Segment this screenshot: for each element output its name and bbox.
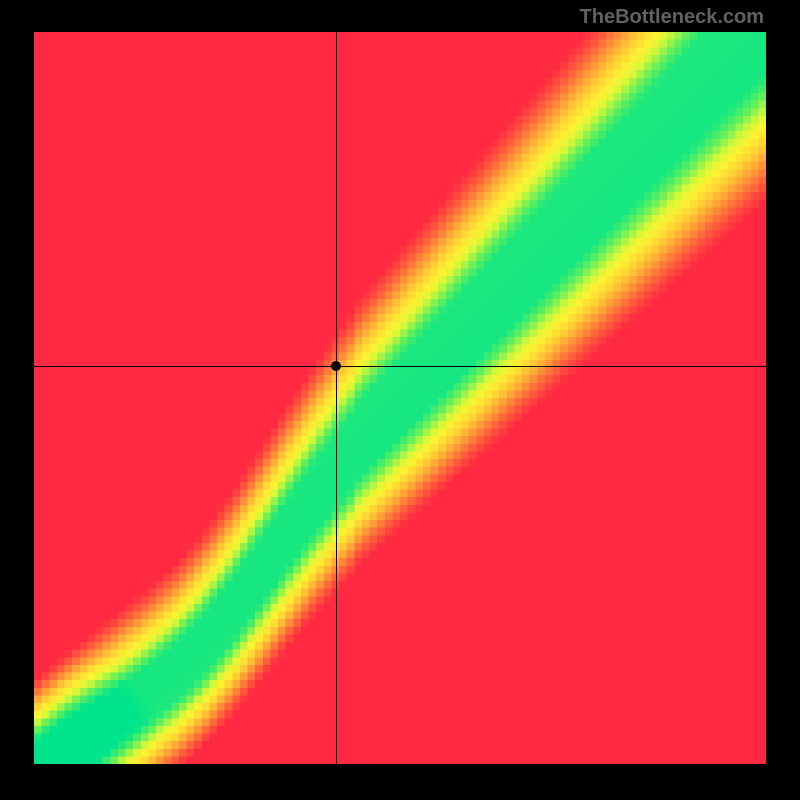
watermark-text: TheBottleneck.com bbox=[580, 6, 764, 29]
marker-dot bbox=[331, 361, 341, 371]
bottleneck-heatmap bbox=[34, 32, 766, 764]
crosshair-horizontal bbox=[34, 366, 766, 367]
crosshair-vertical bbox=[336, 32, 337, 764]
heatmap-canvas bbox=[34, 32, 766, 764]
